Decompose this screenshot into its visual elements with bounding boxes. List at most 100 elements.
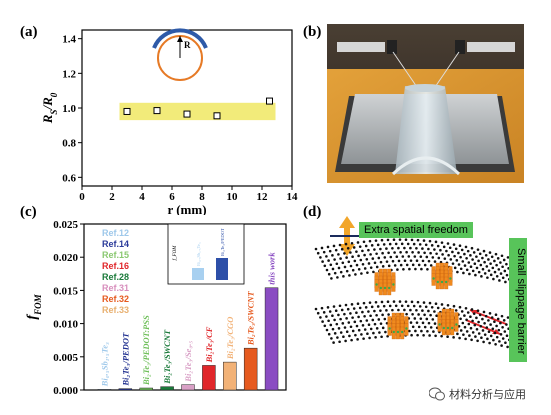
x-tick-label: 4 bbox=[139, 191, 145, 203]
sheet-atom bbox=[505, 262, 508, 266]
sheet-atom bbox=[477, 332, 481, 335]
sheet-atom bbox=[435, 252, 438, 256]
sheet-atom bbox=[374, 300, 378, 304]
sheet-atom bbox=[369, 266, 373, 269]
sheet-atom bbox=[489, 334, 493, 338]
sheet-atom bbox=[395, 255, 399, 259]
sheet-atom bbox=[386, 300, 390, 304]
sheet-atom bbox=[465, 330, 469, 333]
sheet-atom bbox=[502, 319, 506, 322]
sheet-atom bbox=[345, 256, 348, 259]
sheet-atom bbox=[469, 315, 472, 318]
sheet-atom bbox=[375, 252, 378, 256]
sheet-atom bbox=[498, 279, 501, 282]
sheet-atom bbox=[371, 257, 375, 260]
legend-entry: Ref.32 bbox=[102, 294, 129, 304]
sheet-atom bbox=[495, 263, 498, 267]
legend-entry: Ref.16 bbox=[102, 261, 129, 271]
sheet-atom bbox=[381, 251, 384, 255]
sheet-atom bbox=[466, 311, 470, 314]
sheet-atom bbox=[384, 330, 387, 334]
sheet-atom bbox=[434, 334, 437, 338]
sheet-atom bbox=[379, 247, 382, 251]
sheet-atom bbox=[501, 337, 505, 340]
sheet-atom bbox=[314, 307, 318, 311]
sheet-atom bbox=[345, 317, 348, 320]
sheet-atom bbox=[378, 331, 381, 334]
sheet-atom bbox=[400, 242, 404, 246]
sheet-atom bbox=[493, 259, 496, 263]
sheet-atom bbox=[349, 251, 352, 254]
sheet-atom bbox=[471, 331, 475, 334]
sheet-atom bbox=[468, 272, 471, 276]
sheet-atom bbox=[442, 245, 446, 249]
sheet-atom bbox=[327, 319, 330, 323]
bar bbox=[160, 386, 174, 391]
nanocluster-atom bbox=[446, 326, 450, 330]
y-tick-label: 0.6 bbox=[62, 172, 76, 184]
sheet-atom bbox=[339, 257, 342, 260]
sheet-atom bbox=[408, 267, 411, 271]
sheet-atom bbox=[377, 318, 381, 321]
sheet-atom bbox=[357, 267, 361, 271]
sheet-atom bbox=[475, 327, 479, 331]
data-point bbox=[123, 107, 131, 115]
sheet-atom bbox=[354, 273, 357, 276]
sheet-atom bbox=[474, 335, 477, 338]
sheet-atom bbox=[347, 260, 351, 264]
watermark: 材料分析与应用 bbox=[429, 386, 526, 402]
sheet-atom bbox=[429, 251, 432, 255]
nanocluster-atom bbox=[405, 327, 408, 330]
legend-entry: Ref.12 bbox=[102, 228, 129, 238]
x-tick-label: 0 bbox=[79, 191, 85, 203]
bar-label: Bi₂Te₃/CGO bbox=[225, 317, 235, 360]
sheet-atom bbox=[410, 300, 414, 304]
sheet-atom bbox=[388, 304, 392, 308]
sheet-atom bbox=[468, 334, 471, 337]
sheet-atom bbox=[332, 305, 336, 308]
sheet-atom bbox=[431, 256, 435, 259]
sheet-atom bbox=[319, 256, 322, 259]
wechat-icon bbox=[429, 387, 445, 401]
sheet-atom bbox=[456, 332, 459, 336]
sheet-atom bbox=[367, 262, 371, 265]
sheet-atom bbox=[501, 326, 504, 329]
sheet-atom bbox=[363, 267, 367, 270]
sheet-atom bbox=[446, 242, 450, 245]
sheet-atom bbox=[403, 259, 407, 263]
sheet-atom bbox=[320, 246, 324, 250]
sheet-atom bbox=[483, 321, 486, 325]
sheet-atom bbox=[355, 311, 358, 315]
extra-spatial-freedom-box: Extra spatial freedom bbox=[359, 222, 473, 238]
sheet-atom bbox=[431, 318, 435, 321]
sheet-atom bbox=[481, 256, 484, 260]
sheet-atom bbox=[353, 259, 357, 263]
watermark-text: 材料分析与应用 bbox=[449, 388, 526, 401]
sheet-atom bbox=[389, 255, 393, 259]
sheet-atom bbox=[339, 270, 343, 274]
sheet-atom bbox=[340, 308, 344, 312]
legend-entry: Ref.33 bbox=[102, 305, 129, 315]
sheet-atom bbox=[357, 328, 361, 332]
sheet-atom bbox=[476, 309, 480, 312]
sheet-atom bbox=[457, 263, 461, 266]
sheet-atom bbox=[338, 304, 342, 308]
sheet-atom bbox=[506, 316, 510, 319]
sheet-atom bbox=[463, 252, 466, 256]
sheet-atom bbox=[498, 340, 501, 343]
sheet-atom bbox=[350, 303, 354, 306]
sheet-atom bbox=[440, 241, 444, 244]
bar-label: Bi₂Te₃/CF bbox=[204, 326, 214, 363]
sheet-atom bbox=[360, 333, 363, 336]
sheet-atom bbox=[314, 247, 318, 251]
sheet-atom bbox=[475, 255, 478, 258]
sheet-atom bbox=[347, 321, 351, 324]
sheet-atom bbox=[363, 315, 366, 318]
sheet-atom bbox=[441, 253, 444, 256]
sheet-atom bbox=[349, 325, 353, 329]
sheet-atom bbox=[410, 238, 414, 242]
sheet-atom bbox=[367, 310, 370, 313]
sheet-atom bbox=[473, 323, 477, 327]
sheet-atom bbox=[433, 248, 436, 251]
panel-a-label: (a) bbox=[20, 24, 38, 40]
